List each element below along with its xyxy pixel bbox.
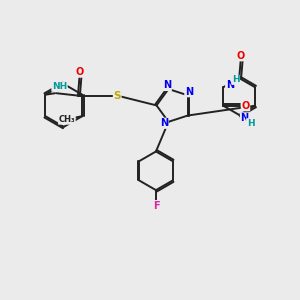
Text: H: H [247,119,254,128]
Text: CH₃: CH₃ [58,115,75,124]
Text: N: N [241,113,249,123]
Text: O: O [236,51,245,61]
Text: F: F [153,201,159,211]
Text: O: O [242,101,250,111]
Text: N: N [185,87,193,97]
Text: H: H [232,75,239,84]
Text: N: N [160,118,168,128]
Text: N: N [163,80,171,91]
Text: O: O [75,67,84,77]
Text: S: S [113,91,121,100]
Text: N: N [226,80,234,90]
Text: NH: NH [52,82,67,91]
